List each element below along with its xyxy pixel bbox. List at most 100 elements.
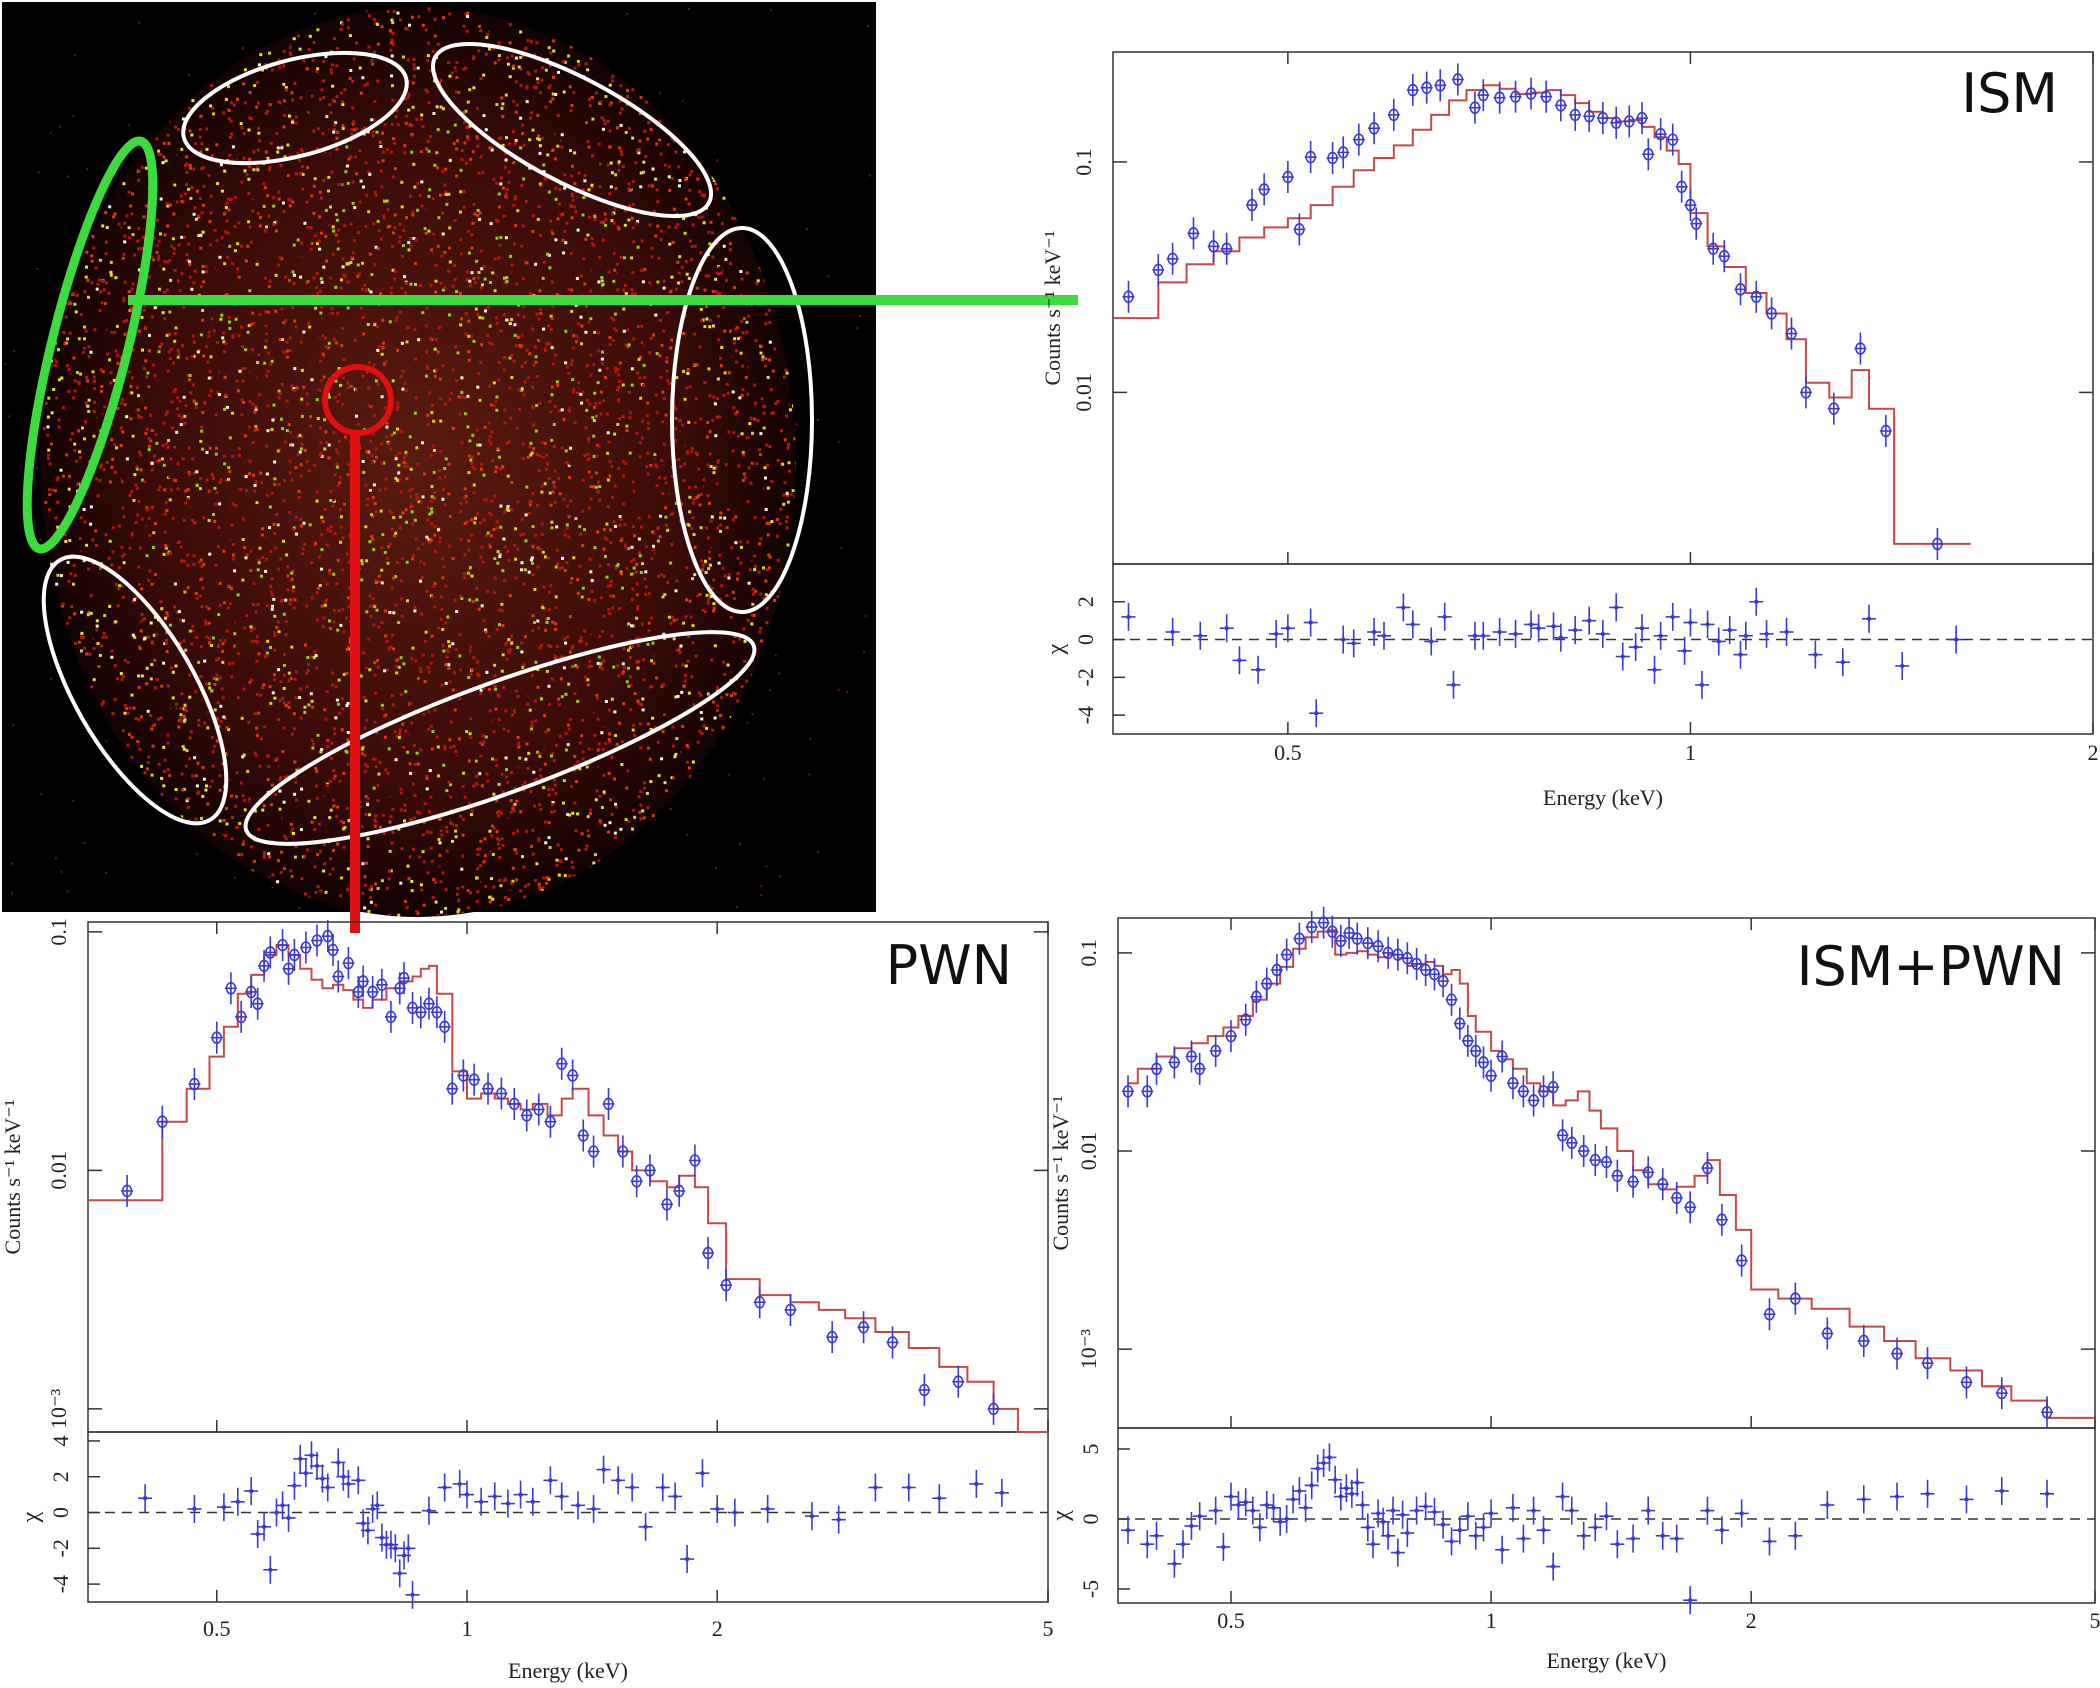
emission-pixel <box>490 877 493 881</box>
emission-pixel <box>712 179 716 182</box>
emission-pixel <box>141 348 144 352</box>
emission-pixel <box>463 795 467 799</box>
emission-pixel <box>725 526 729 530</box>
emission-pixel <box>488 146 492 150</box>
emission-pixel <box>150 256 154 259</box>
emission-pixel <box>197 660 201 664</box>
emission-pixel <box>241 794 245 798</box>
emission-pixel <box>315 398 319 402</box>
emission-pixel <box>608 336 612 339</box>
emission-pixel <box>462 572 466 576</box>
emission-pixel <box>130 490 134 494</box>
emission-pixel <box>712 602 716 606</box>
emission-pixel <box>531 406 535 410</box>
emission-pixel <box>233 225 237 228</box>
emission-pixel <box>328 276 332 280</box>
emission-pixel <box>378 140 382 144</box>
emission-pixel <box>534 355 538 359</box>
emission-pixel <box>369 488 372 492</box>
emission-pixel <box>351 201 355 205</box>
emission-pixel <box>714 465 718 469</box>
emission-pixel <box>288 602 292 606</box>
emission-pixel <box>265 374 269 378</box>
emission-pixel <box>598 794 602 798</box>
emission-pixel <box>188 275 192 279</box>
emission-pixel <box>316 733 320 737</box>
emission-pixel <box>436 166 439 170</box>
emission-pixel <box>674 225 678 229</box>
emission-pixel <box>404 729 408 733</box>
emission-pixel <box>333 774 337 778</box>
emission-pixel <box>181 788 185 792</box>
emission-pixel <box>572 334 576 338</box>
emission-pixel <box>733 341 737 345</box>
emission-pixel <box>503 276 506 280</box>
emission-pixel <box>433 374 437 378</box>
emission-pixel <box>218 603 222 607</box>
emission-pixel <box>137 583 141 586</box>
emission-pixel <box>73 389 77 393</box>
emission-pixel <box>460 395 464 399</box>
emission-pixel <box>562 666 566 670</box>
emission-pixel <box>291 589 295 593</box>
emission-pixel <box>726 663 730 667</box>
emission-pixel <box>324 336 328 340</box>
emission-pixel <box>472 784 476 788</box>
emission-pixel <box>199 246 203 250</box>
emission-pixel <box>208 220 212 223</box>
emission-pixel <box>192 471 196 475</box>
emission-pixel <box>505 318 509 322</box>
emission-pixel <box>495 218 499 222</box>
emission-pixel <box>610 171 614 175</box>
emission-pixel <box>438 540 442 544</box>
emission-pixel <box>425 589 429 593</box>
emission-pixel <box>398 728 402 732</box>
emission-pixel <box>504 775 508 779</box>
emission-pixel <box>541 603 544 607</box>
emission-pixel <box>660 684 664 688</box>
emission-pixel <box>319 359 323 363</box>
emission-pixel <box>423 227 427 231</box>
emission-pixel <box>656 224 660 228</box>
emission-pixel <box>420 612 423 616</box>
emission-pixel <box>188 374 192 377</box>
emission-pixel <box>498 623 501 627</box>
emission-pixel <box>291 270 295 274</box>
emission-pixel <box>269 362 273 366</box>
emission-pixel <box>319 231 323 235</box>
emission-pixel <box>658 138 662 142</box>
emission-pixel <box>157 254 160 258</box>
emission-pixel <box>104 252 108 256</box>
emission-pixel <box>506 505 510 508</box>
emission-pixel <box>584 237 588 241</box>
emission-pixel <box>467 539 471 543</box>
emission-pixel <box>623 223 627 227</box>
emission-pixel <box>356 422 360 426</box>
emission-pixel <box>694 396 698 400</box>
emission-pixel <box>191 99 195 103</box>
emission-pixel <box>395 109 399 113</box>
emission-pixel <box>782 493 786 497</box>
emission-pixel <box>477 674 481 677</box>
emission-pixel <box>289 53 293 56</box>
emission-pixel <box>447 640 451 644</box>
emission-pixel <box>293 727 296 731</box>
emission-pixel <box>654 463 658 467</box>
emission-pixel <box>336 484 340 487</box>
emission-pixel <box>374 510 378 514</box>
emission-pixel <box>739 561 743 565</box>
emission-pixel <box>405 114 409 118</box>
emission-pixel <box>342 209 346 213</box>
emission-pixel <box>726 391 730 395</box>
emission-pixel <box>480 249 484 253</box>
emission-pixel <box>557 859 561 863</box>
emission-pixel <box>441 628 445 631</box>
emission-pixel <box>616 563 620 567</box>
emission-pixel <box>513 195 517 199</box>
emission-pixel <box>160 776 164 780</box>
emission-pixel <box>276 150 280 154</box>
emission-pixel <box>467 358 471 362</box>
emission-pixel <box>55 582 59 586</box>
emission-pixel <box>278 777 282 781</box>
emission-pixel <box>255 734 259 738</box>
